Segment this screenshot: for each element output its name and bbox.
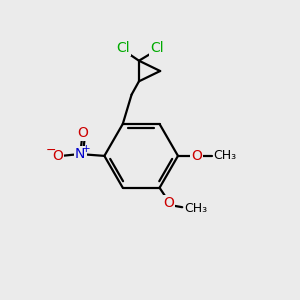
Text: N: N <box>75 147 86 161</box>
Text: O: O <box>191 149 202 163</box>
Text: Cl: Cl <box>116 41 130 55</box>
Text: O: O <box>52 149 63 163</box>
Text: Cl: Cl <box>150 41 164 55</box>
Text: CH₃: CH₃ <box>213 149 236 162</box>
Text: +: + <box>82 143 90 154</box>
Text: −: − <box>46 143 56 157</box>
Text: O: O <box>163 196 174 210</box>
Text: CH₃: CH₃ <box>184 202 208 215</box>
Text: O: O <box>77 126 88 140</box>
